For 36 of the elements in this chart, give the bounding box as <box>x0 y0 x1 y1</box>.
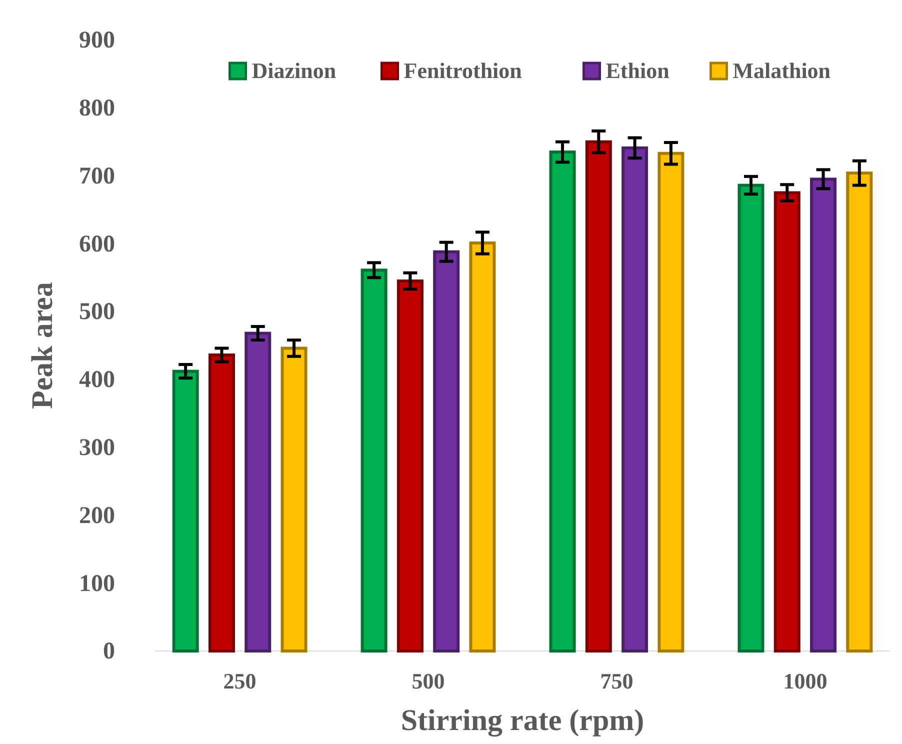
y-axis-title: Peak area <box>26 282 59 409</box>
bar <box>738 184 764 652</box>
bar <box>622 146 648 652</box>
bar <box>360 268 388 652</box>
bar <box>469 241 496 652</box>
legend-label: Ethion <box>606 58 670 83</box>
y-tick-label: 400 <box>79 367 115 394</box>
y-tick-label: 600 <box>79 231 115 258</box>
bar <box>208 354 235 652</box>
bar <box>280 346 308 652</box>
x-tick-label: 500 <box>412 668 445 694</box>
y-tick-label: 100 <box>79 570 115 597</box>
y-tick-label: 200 <box>79 502 115 529</box>
legend-label: Fenitrothion <box>404 58 522 83</box>
x-tick-label: 250 <box>223 668 256 694</box>
legend-label: Diazinon <box>252 58 336 83</box>
y-tick-label: 500 <box>79 299 115 326</box>
x-axis-title: Stirring rate (rpm) <box>400 704 644 737</box>
y-tick-label: 300 <box>79 435 115 462</box>
bar <box>585 140 612 652</box>
bar <box>846 172 873 652</box>
y-tick-label: 800 <box>79 96 115 122</box>
x-tick-label: 750 <box>600 668 634 694</box>
y-tick-label: 0 <box>103 638 115 665</box>
legend-label: Malathion <box>732 58 831 83</box>
y-tick-label: 700 <box>79 163 115 190</box>
x-tick-label: 1000 <box>783 668 828 694</box>
bar <box>774 191 800 652</box>
y-tick-label: 900 <box>79 28 115 54</box>
bar <box>396 280 424 652</box>
bar <box>810 178 837 652</box>
bar <box>244 332 272 652</box>
bar <box>172 370 199 652</box>
bar <box>549 150 576 652</box>
bar <box>658 152 684 652</box>
bar <box>433 250 460 652</box>
